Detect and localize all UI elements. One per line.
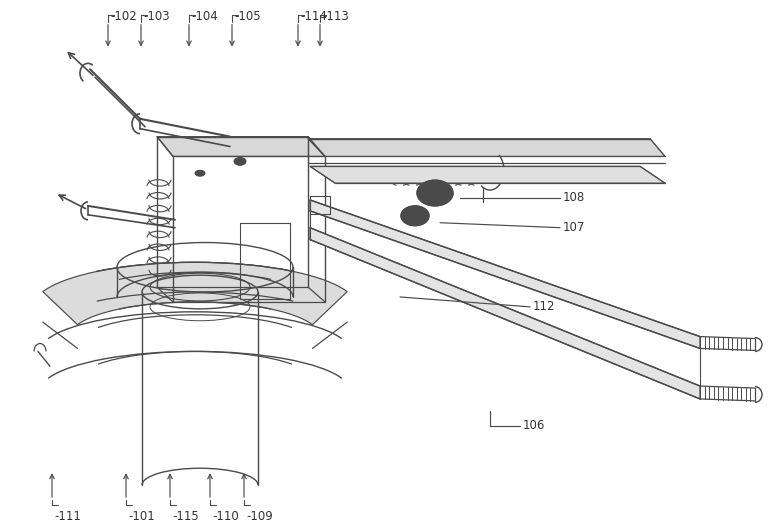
Text: 106: 106 bbox=[523, 419, 545, 432]
Polygon shape bbox=[310, 166, 665, 183]
Ellipse shape bbox=[195, 170, 205, 176]
Ellipse shape bbox=[234, 158, 246, 165]
Text: -104: -104 bbox=[191, 10, 217, 23]
Text: -115: -115 bbox=[172, 510, 199, 523]
Text: -101: -101 bbox=[128, 510, 155, 523]
Ellipse shape bbox=[417, 180, 453, 206]
Ellipse shape bbox=[401, 206, 429, 226]
Text: 108: 108 bbox=[563, 192, 585, 204]
Text: -113: -113 bbox=[322, 10, 348, 23]
Polygon shape bbox=[308, 139, 665, 156]
Text: -114: -114 bbox=[300, 10, 327, 23]
Text: 112: 112 bbox=[533, 300, 555, 313]
Text: -109: -109 bbox=[246, 510, 273, 523]
Polygon shape bbox=[310, 200, 700, 349]
Text: -103: -103 bbox=[143, 10, 170, 23]
Text: 107: 107 bbox=[563, 221, 585, 234]
Polygon shape bbox=[310, 228, 700, 399]
Text: -110: -110 bbox=[212, 510, 239, 523]
Text: -111: -111 bbox=[54, 510, 81, 523]
Text: -105: -105 bbox=[234, 10, 261, 23]
Text: -102: -102 bbox=[110, 10, 136, 23]
Polygon shape bbox=[42, 262, 347, 325]
Polygon shape bbox=[157, 136, 325, 156]
